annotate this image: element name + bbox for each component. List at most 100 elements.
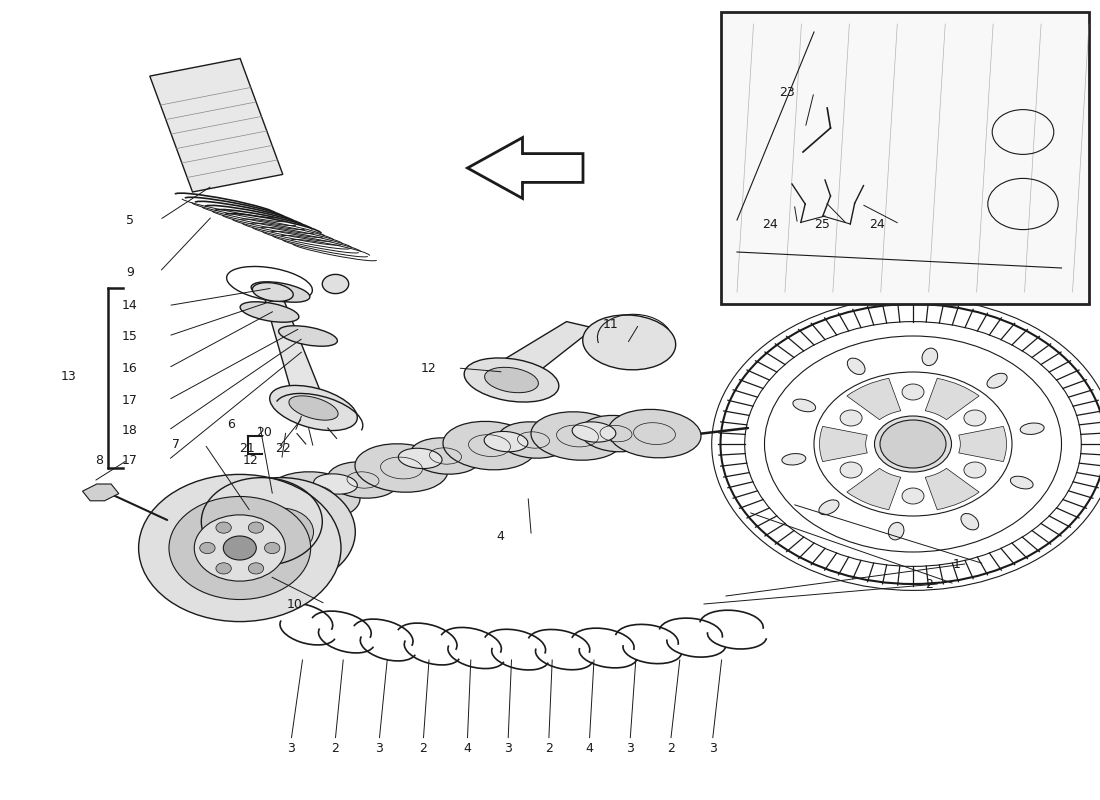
Text: 17: 17 [122,454,138,466]
Ellipse shape [498,422,569,458]
Circle shape [206,478,355,586]
Text: 18: 18 [122,424,138,437]
Circle shape [880,420,946,468]
Ellipse shape [267,472,360,520]
Text: 2: 2 [925,578,934,590]
Ellipse shape [251,282,310,302]
Text: 3: 3 [708,742,717,754]
Text: 16: 16 [122,362,138,374]
Text: 2: 2 [544,742,553,754]
Wedge shape [820,426,867,462]
Circle shape [964,462,986,478]
Text: 5: 5 [125,214,134,226]
Ellipse shape [289,396,338,420]
Wedge shape [847,378,901,420]
Text: 24: 24 [762,218,778,230]
Ellipse shape [889,522,904,540]
Wedge shape [847,468,901,510]
Text: 12: 12 [243,454,258,466]
Circle shape [902,384,924,400]
Ellipse shape [581,415,651,452]
Circle shape [249,522,264,534]
Ellipse shape [987,374,1008,388]
Ellipse shape [278,326,338,346]
Polygon shape [82,484,119,501]
Text: 4: 4 [496,530,505,542]
Wedge shape [925,468,979,510]
Circle shape [223,536,256,560]
Ellipse shape [961,514,979,530]
Ellipse shape [328,462,398,498]
Text: 25: 25 [814,218,829,230]
Text: 13: 13 [60,370,76,382]
Circle shape [139,474,341,622]
Ellipse shape [1011,476,1033,489]
Text: 3: 3 [287,742,296,754]
Text: 2: 2 [419,742,428,754]
Ellipse shape [355,444,448,492]
Circle shape [840,410,862,426]
Text: 22: 22 [275,442,290,454]
Text: 3: 3 [504,742,513,754]
Ellipse shape [443,422,536,470]
Circle shape [264,542,279,554]
Text: 7: 7 [172,438,180,450]
FancyBboxPatch shape [720,12,1089,304]
Text: 1: 1 [953,558,961,570]
Circle shape [169,497,310,599]
Text: 6: 6 [227,418,235,430]
Wedge shape [925,378,979,420]
Polygon shape [150,58,283,192]
Circle shape [216,522,231,534]
Text: 2: 2 [331,742,340,754]
Circle shape [964,410,986,426]
Text: 11: 11 [603,318,618,330]
Ellipse shape [314,474,358,494]
Circle shape [200,542,216,554]
Ellipse shape [583,315,675,370]
Circle shape [874,416,952,472]
Circle shape [248,508,314,556]
Text: 3: 3 [375,742,384,754]
Text: 21: 21 [240,442,255,454]
Ellipse shape [847,358,865,374]
Text: 23: 23 [779,86,794,98]
Circle shape [840,462,862,478]
Text: 4: 4 [585,742,594,754]
Text: 17: 17 [122,394,138,406]
Text: 9: 9 [125,266,134,278]
Text: 2: 2 [667,742,675,754]
Text: 3: 3 [626,742,635,754]
Circle shape [902,488,924,504]
Circle shape [249,562,264,574]
Ellipse shape [398,448,442,469]
Polygon shape [468,138,583,198]
Text: 8: 8 [95,454,103,466]
Ellipse shape [608,410,701,458]
Circle shape [322,274,349,294]
Ellipse shape [485,367,538,393]
Ellipse shape [818,500,839,514]
Ellipse shape [464,358,559,402]
Ellipse shape [252,282,294,302]
Ellipse shape [782,454,806,465]
Ellipse shape [270,386,358,430]
Circle shape [195,515,285,581]
Ellipse shape [572,422,616,442]
Polygon shape [264,296,324,402]
Text: 20: 20 [256,426,272,438]
Ellipse shape [1020,423,1044,434]
Text: 24: 24 [869,218,884,230]
Wedge shape [959,426,1007,462]
Polygon shape [500,322,594,371]
Ellipse shape [240,302,299,322]
Text: 12: 12 [421,362,437,374]
Circle shape [216,562,231,574]
Text: 10: 10 [287,598,303,610]
Ellipse shape [484,431,528,452]
Ellipse shape [410,438,481,474]
Text: 15: 15 [122,330,138,342]
Text: 4: 4 [463,742,472,754]
Ellipse shape [922,348,937,366]
Ellipse shape [793,399,815,412]
